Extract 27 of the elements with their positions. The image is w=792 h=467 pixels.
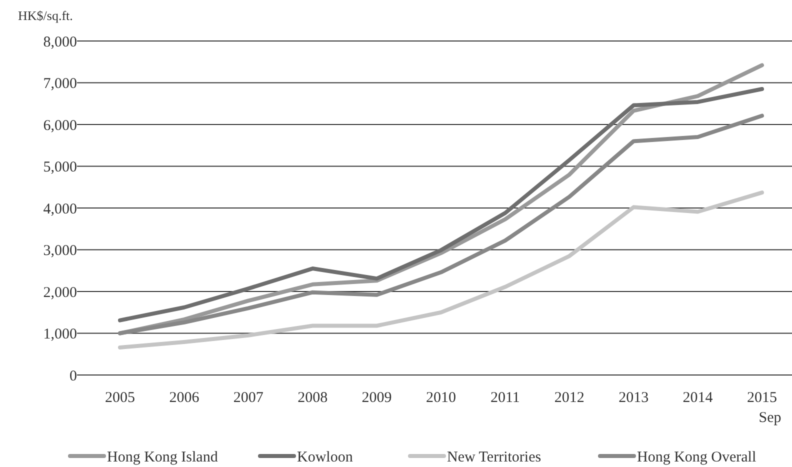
x-tick-label: 2014 — [682, 390, 714, 406]
y-tick-label: 0 — [70, 368, 77, 384]
x-tick-label: 2012 — [554, 390, 584, 406]
y-tick-label: 6,000 — [43, 118, 77, 134]
line-series — [118, 190, 764, 350]
x-tick-label: 2005 — [105, 390, 135, 406]
legend-label: Hong Kong Island — [107, 449, 218, 466]
x-tick-label: 2013 — [618, 390, 649, 406]
x-tick-label: 2015 Sep — [747, 390, 782, 426]
x-tick-label: 2010 — [426, 390, 456, 406]
y-tick-label: 7,000 — [43, 76, 77, 92]
y-tick-label: 1,000 — [43, 326, 77, 342]
legend-label: Hong Kong Overall — [637, 449, 756, 466]
y-tick-label: 2,000 — [43, 284, 77, 301]
y-axis-title: HK$/sq.ft. — [18, 8, 73, 23]
x-tick-label: 2006 — [169, 390, 200, 406]
y-tick-label: 3,000 — [43, 243, 77, 259]
x-tick-label: 2007 — [233, 390, 264, 406]
y-tick-label: 5,000 — [43, 160, 77, 176]
y-tick-label: 8,000 — [43, 34, 77, 50]
legend-label: Kowloon — [297, 449, 354, 466]
x-tick-label: 2011 — [490, 390, 520, 406]
x-tick-label: 2009 — [362, 390, 392, 406]
x-tick-label: 2008 — [298, 390, 328, 406]
legend-label: New Territories — [447, 449, 542, 466]
y-tick-label: 4,000 — [43, 201, 77, 218]
line-series — [118, 114, 764, 336]
